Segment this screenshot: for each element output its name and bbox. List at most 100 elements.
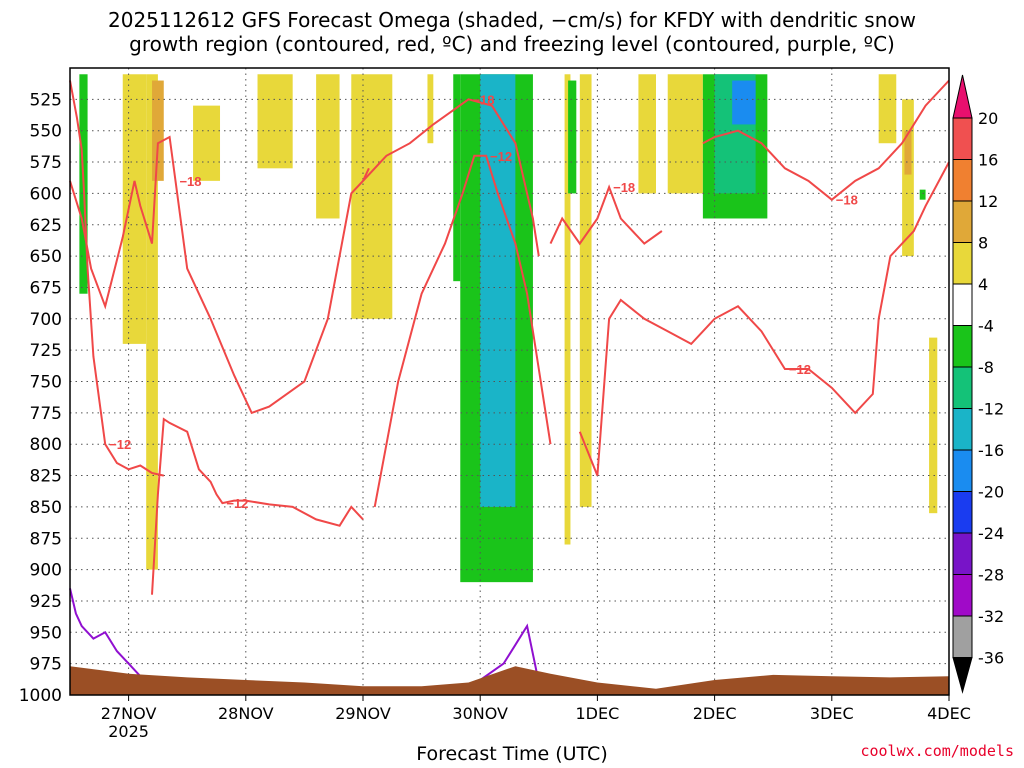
colorbar-label: -36 [978, 649, 1004, 668]
credit-text: coolwx.com/models [860, 742, 1014, 760]
colorbar-box-4 [952, 242, 973, 285]
dgz-contour-3 [362, 98, 540, 257]
y-tick-label: 625 [30, 216, 62, 236]
dgz-contour-4 [373, 154, 552, 508]
y-tick-label: 950 [30, 623, 62, 643]
y-tick-label: 525 [30, 90, 62, 110]
omega-cell-20 [878, 74, 897, 144]
x-tick-label: 29NOV [335, 704, 391, 723]
omega-cell-8 [427, 74, 434, 144]
x-tick-label: 3DEC [810, 704, 854, 723]
colorbar-box-11 [952, 532, 973, 575]
colorbar-box-5 [952, 283, 973, 326]
contour-label: −18 [613, 180, 635, 195]
dgz-contour-5 [549, 184, 663, 246]
colorbar-box-7 [952, 366, 973, 409]
omega-cell-2 [146, 74, 158, 570]
colorbar-box-9 [952, 449, 973, 492]
x-year-label: 2025 [108, 722, 149, 741]
contour-label: −12 [226, 496, 248, 511]
omega-cell-11 [480, 74, 516, 507]
y-tick-label: 850 [30, 498, 62, 518]
contour-label: −18 [836, 193, 858, 208]
y-tick-label: 900 [30, 561, 62, 581]
x-tick-label: 1DEC [576, 704, 620, 723]
contour-label: −12 [109, 437, 131, 452]
x-tick-label: 30NOV [452, 704, 508, 723]
dgz-contour-1 [151, 417, 364, 595]
colorbar-label: -8 [978, 358, 994, 377]
y-tick-label: 750 [30, 373, 62, 393]
omega-cell-21 [902, 99, 914, 257]
colorbar-label: 20 [978, 109, 998, 128]
y-tick-label: 600 [30, 184, 62, 204]
colorbar-label: -24 [978, 524, 1004, 543]
chart-title-line-2: growth region (contoured, red, ºC) and f… [129, 32, 895, 56]
x-tick-label: 4DEC [927, 704, 971, 723]
omega-cell-1 [122, 74, 147, 344]
omega-cell-24 [929, 337, 938, 514]
colorbar-box-6 [952, 325, 973, 368]
omega-cell-23 [919, 189, 926, 200]
y-tick-label: 575 [30, 153, 62, 173]
y-tick-label: 550 [30, 122, 62, 142]
colorbar-top-arrow [952, 74, 973, 119]
dgz-contour-6 [578, 161, 950, 476]
y-tick-label: 875 [30, 529, 62, 549]
colorbar-box-3 [952, 200, 973, 243]
omega-cell-5 [257, 74, 293, 169]
omega-cell-4 [193, 105, 221, 181]
contours: −12 −12 −18 −18 −12 −18 −12 −18 [69, 79, 950, 694]
omega-cell-13 [568, 80, 577, 194]
axes: 525 550 575 600 625 650 675 700 725 750 775 800 825 8… [19, 90, 971, 741]
grid [70, 68, 950, 696]
chart-title-line-1: 2025112612 GFS Forecast Omega (shaded, −… [108, 8, 916, 32]
omega-cell-12 [564, 74, 571, 545]
colorbar-box-2 [952, 159, 973, 202]
colorbar-label: -20 [978, 483, 1004, 502]
x-axis-label: Forecast Time (UTC) [416, 743, 608, 765]
y-tick-label: 975 [30, 655, 62, 675]
dgz-contour-7 [702, 79, 950, 201]
colorbar-label: -32 [978, 607, 1004, 626]
omega-cell-22 [904, 130, 912, 175]
y-tick-label: 700 [30, 310, 62, 330]
y-tick-label: 1000 [19, 686, 62, 706]
y-tick-label: 725 [30, 341, 62, 361]
contour-label: −12 [490, 149, 512, 164]
colorbar-label: 4 [978, 275, 988, 294]
omega-cell-14 [579, 74, 592, 507]
y-tick-label: 825 [30, 467, 62, 487]
colorbar-box-10 [952, 491, 973, 534]
colorbar-box-12 [952, 574, 973, 617]
colorbar-label: -16 [978, 441, 1004, 460]
x-tick-label: 2DEC [693, 704, 737, 723]
terrain-fill [70, 666, 949, 695]
omega-cell-16 [667, 74, 703, 194]
dgz-contour-0 [69, 80, 165, 477]
y-tick-label: 800 [30, 435, 62, 455]
freezing-contour-1 [462, 623, 540, 694]
colorbar-label: -4 [978, 317, 994, 336]
y-tick-label: 650 [30, 247, 62, 267]
colorbar-label: -28 [978, 566, 1004, 585]
plot-frame [69, 67, 950, 696]
omega-cell-15 [638, 74, 656, 194]
y-tick-label: 925 [30, 592, 62, 612]
y-tick-label: 675 [30, 278, 62, 298]
colorbar-label: 16 [978, 151, 998, 170]
x-tick-label: 27NOV [101, 704, 157, 723]
contour-label: −12 [789, 362, 811, 377]
y-tick-label: 775 [30, 404, 62, 424]
omega-cell-6 [316, 74, 340, 219]
x-tick-label: 28NOV [218, 704, 274, 723]
colorbar-label: -12 [978, 400, 1004, 419]
colorbar-box-1 [952, 117, 973, 160]
contour-label: −18 [472, 92, 494, 107]
colorbar-box-13 [952, 615, 973, 658]
colorbar-box-8 [952, 408, 973, 451]
omega-cell-19 [732, 80, 756, 125]
colorbar: 20 16 12 8 4 -4 -8 -12 -16 -20 -24 -28 -32 -36 [952, 74, 1004, 694]
colorbar-bottom-arrow [952, 657, 973, 694]
